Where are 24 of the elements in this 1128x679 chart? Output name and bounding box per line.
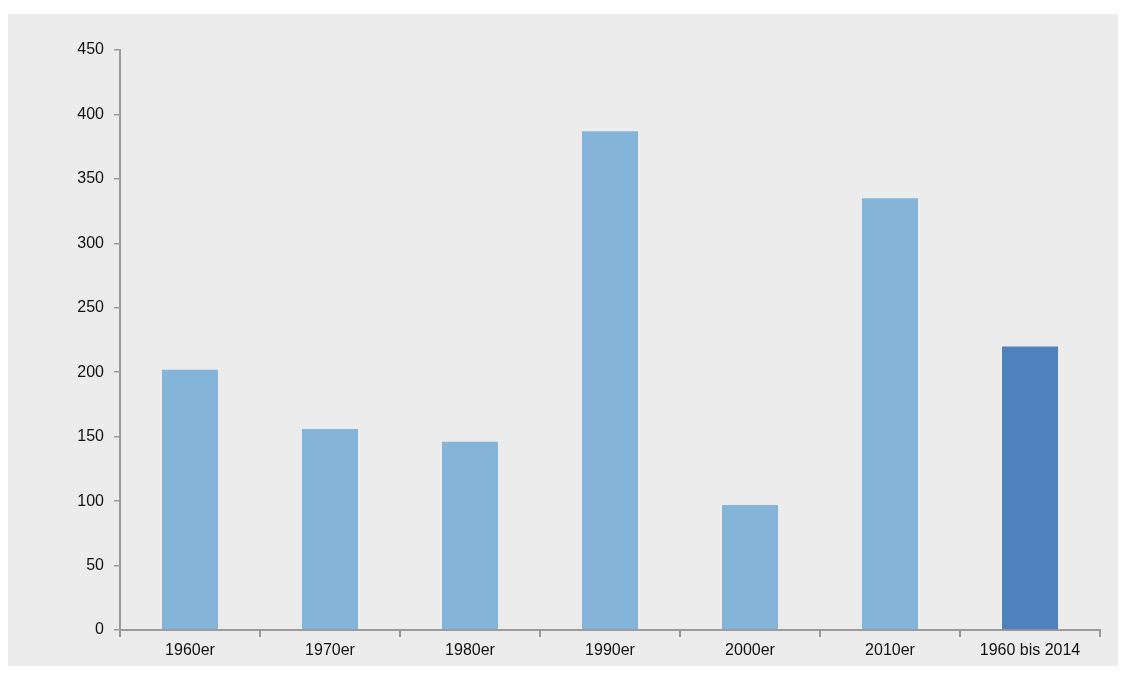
x-tick-label: 2000er	[725, 641, 776, 659]
bar	[582, 131, 638, 630]
y-tick-label: 200	[77, 362, 105, 380]
bar	[1002, 346, 1058, 630]
y-tick-label: 450	[77, 40, 105, 58]
bar	[722, 504, 778, 630]
bar	[162, 369, 218, 630]
x-tick-label: 1990er	[585, 641, 636, 659]
x-tick-label: 2010er	[865, 641, 916, 659]
bar	[302, 428, 358, 630]
y-tick-label: 250	[77, 298, 105, 316]
bar	[442, 441, 498, 630]
y-tick-label: 100	[77, 491, 105, 509]
y-tick-label: 50	[86, 555, 105, 573]
y-tick-label: 150	[77, 427, 105, 445]
bar	[862, 198, 918, 630]
x-tick-label: 1960er	[165, 641, 216, 659]
x-tick-label: 1960 bis 2014	[979, 641, 1081, 659]
x-tick-label: 1980er	[445, 641, 496, 659]
y-tick-label: 400	[77, 104, 105, 122]
y-tick-label: 0	[95, 620, 105, 638]
y-tick-label: 300	[77, 233, 105, 251]
x-tick-label: 1970er	[305, 641, 356, 659]
y-tick-label: 350	[77, 169, 105, 187]
